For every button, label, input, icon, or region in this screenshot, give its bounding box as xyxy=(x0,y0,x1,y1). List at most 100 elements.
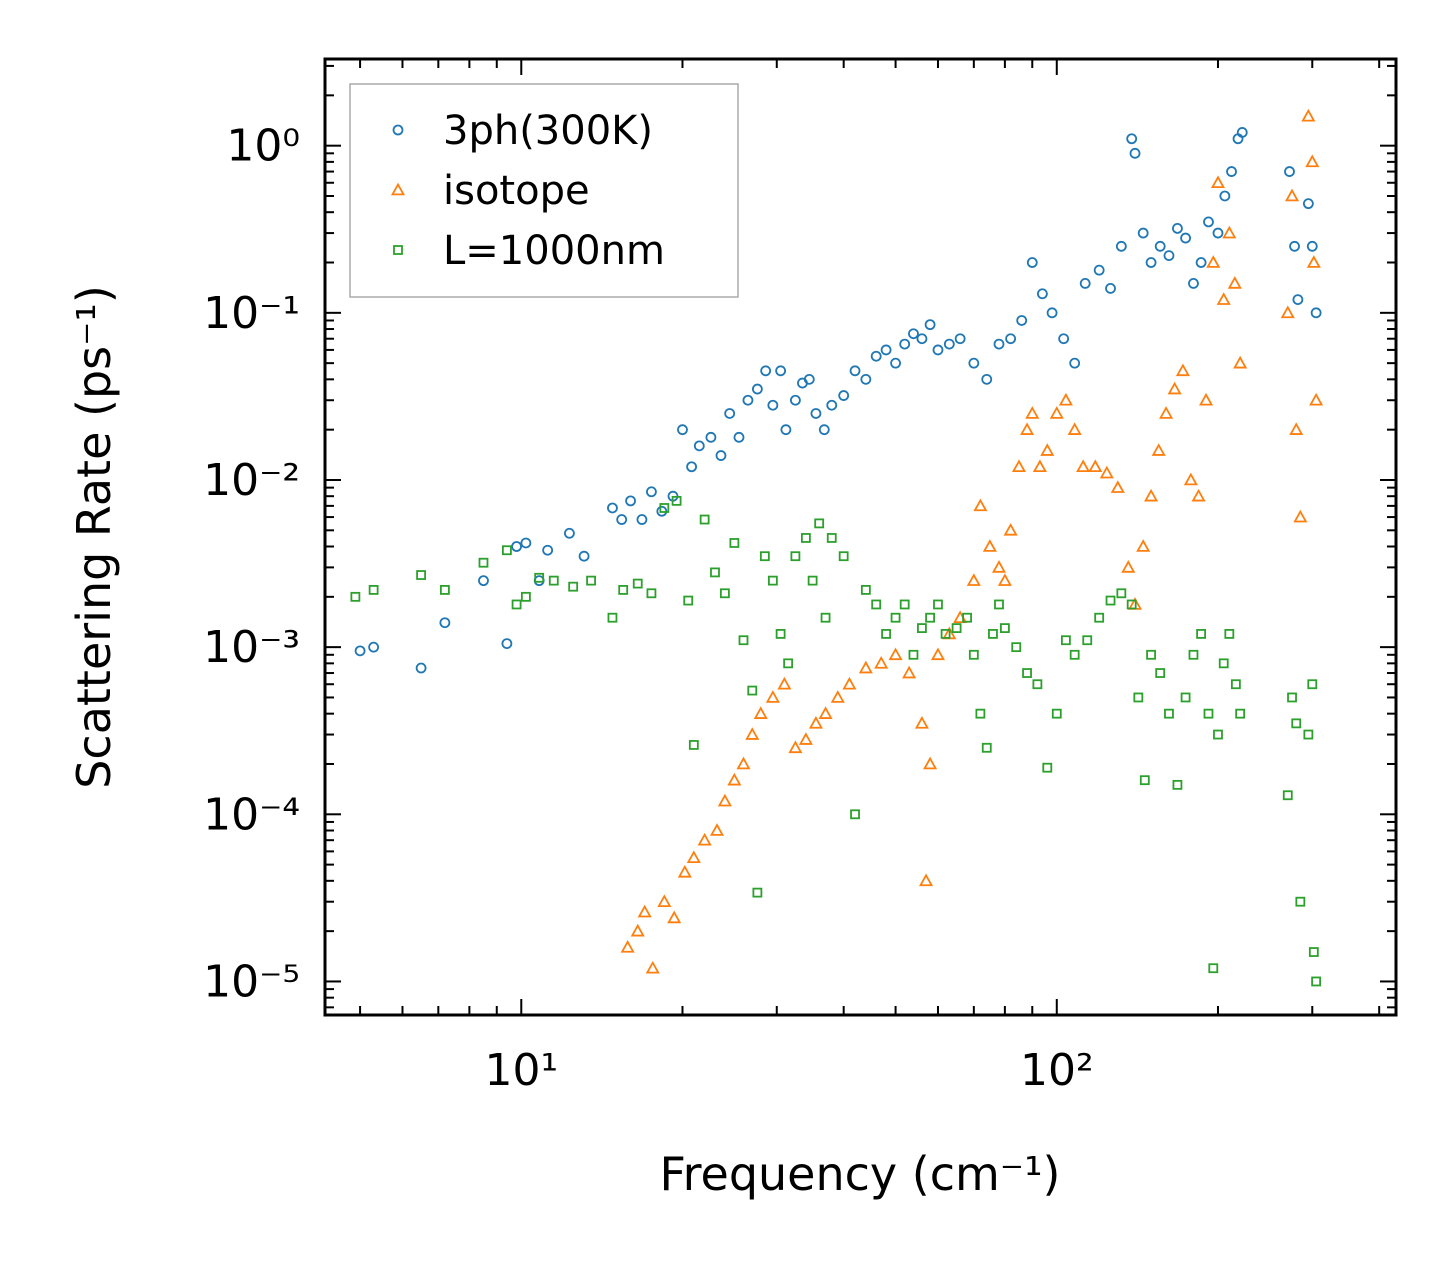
3ph-point xyxy=(705,431,717,443)
boundary-point xyxy=(1082,635,1093,646)
isotope-point xyxy=(1032,459,1047,473)
boundary-point xyxy=(940,629,951,639)
isotope-point xyxy=(709,823,725,836)
boundary-point xyxy=(747,685,758,696)
isotope-point xyxy=(1159,406,1174,419)
3ph-point xyxy=(803,373,815,385)
3ph-point xyxy=(520,537,532,549)
boundary-point xyxy=(962,612,972,623)
3ph-point xyxy=(899,338,911,350)
3ph-point xyxy=(760,365,772,377)
isotope-point xyxy=(997,573,1012,586)
boundary-point xyxy=(783,658,794,669)
isotope-point xyxy=(1191,488,1206,502)
3ph-point xyxy=(932,344,944,356)
isotope-point xyxy=(727,772,742,786)
axis-ticks xyxy=(325,59,1396,1015)
3ph-point xyxy=(439,617,451,629)
3ph-point xyxy=(1069,357,1081,369)
isotope-point xyxy=(818,706,833,719)
3ph-point xyxy=(564,527,575,539)
isotope-point xyxy=(620,939,635,953)
3ph-point xyxy=(775,365,787,377)
boundary-point xyxy=(671,495,682,506)
3ph-point xyxy=(916,333,928,345)
isotope-point xyxy=(717,793,732,807)
isotope-point xyxy=(874,655,889,669)
legend-marker xyxy=(392,124,404,136)
isotope-point xyxy=(1309,392,1324,406)
boundary-point xyxy=(1032,679,1043,690)
3ph-point xyxy=(1046,307,1058,319)
boundary-point xyxy=(1139,775,1150,786)
boundary-point xyxy=(710,567,720,578)
boundary-point xyxy=(988,629,998,639)
3ph-point xyxy=(1129,147,1141,159)
boundary-point xyxy=(814,518,825,529)
isotope-point xyxy=(745,727,760,740)
boundary-point xyxy=(820,612,831,623)
3ph-point xyxy=(1163,250,1175,261)
boundary-point xyxy=(511,599,522,610)
3ph-point xyxy=(1036,288,1048,300)
boundary-point xyxy=(1196,629,1207,639)
boundary-point xyxy=(607,612,618,623)
isotope-point xyxy=(923,756,938,770)
isotope-point xyxy=(1293,509,1308,523)
3ph-point xyxy=(607,502,618,514)
3ph-point xyxy=(968,357,980,369)
3ph-point xyxy=(478,575,489,587)
3ph-point xyxy=(870,350,882,362)
boundary-point xyxy=(807,575,818,586)
boundary-point xyxy=(981,742,992,753)
isotope-point xyxy=(677,864,692,878)
boundary-point xyxy=(1042,762,1053,773)
boundary-point xyxy=(933,599,943,610)
3ph-point xyxy=(1284,166,1295,177)
isotope-point xyxy=(973,498,988,512)
boundary-point xyxy=(860,585,871,595)
isotope-point xyxy=(765,690,780,703)
legend-marker-isotope xyxy=(390,182,406,196)
3ph-point xyxy=(415,662,427,674)
isotope-point xyxy=(1144,488,1159,502)
3ph-point xyxy=(1306,240,1318,252)
boundary-point xyxy=(1235,708,1246,719)
isotope-point xyxy=(966,573,981,586)
boundary-point xyxy=(1291,718,1302,729)
3ph-point xyxy=(908,328,919,340)
legend-marker-3ph xyxy=(392,124,404,136)
isotope-point xyxy=(858,660,873,674)
boundary-point xyxy=(688,740,699,750)
isotope-point xyxy=(991,560,1007,573)
legend-marker xyxy=(390,182,406,196)
isotope-point xyxy=(1227,276,1242,289)
boundary-point xyxy=(917,623,927,633)
3ph-point xyxy=(1172,222,1183,234)
3ph-point xyxy=(1195,257,1207,268)
boundary-point xyxy=(1060,635,1071,646)
3ph-point xyxy=(542,544,554,556)
isotope-point xyxy=(1285,188,1300,202)
boundary-point xyxy=(1069,649,1080,660)
boundary-point xyxy=(1218,658,1229,669)
boundary-point xyxy=(1208,963,1219,974)
3ph-point xyxy=(789,394,801,406)
boundary-point xyxy=(790,551,801,562)
boundary-point xyxy=(899,599,910,610)
isotope-point xyxy=(645,960,660,974)
3ph-point xyxy=(924,319,936,331)
3ph-point xyxy=(993,338,1005,350)
isotope-point xyxy=(1136,539,1151,552)
isotope-point xyxy=(753,706,768,719)
boundary-point xyxy=(1180,692,1191,703)
isotope-point xyxy=(1067,422,1082,435)
legend-marker xyxy=(393,245,403,255)
boundary-point xyxy=(586,575,596,586)
boundary-point xyxy=(1116,588,1127,599)
y-tick-label: 10⁻³ xyxy=(203,622,300,673)
boundary-point xyxy=(1287,692,1297,703)
3ph-point xyxy=(1105,283,1116,294)
boundary-point xyxy=(1105,595,1116,606)
